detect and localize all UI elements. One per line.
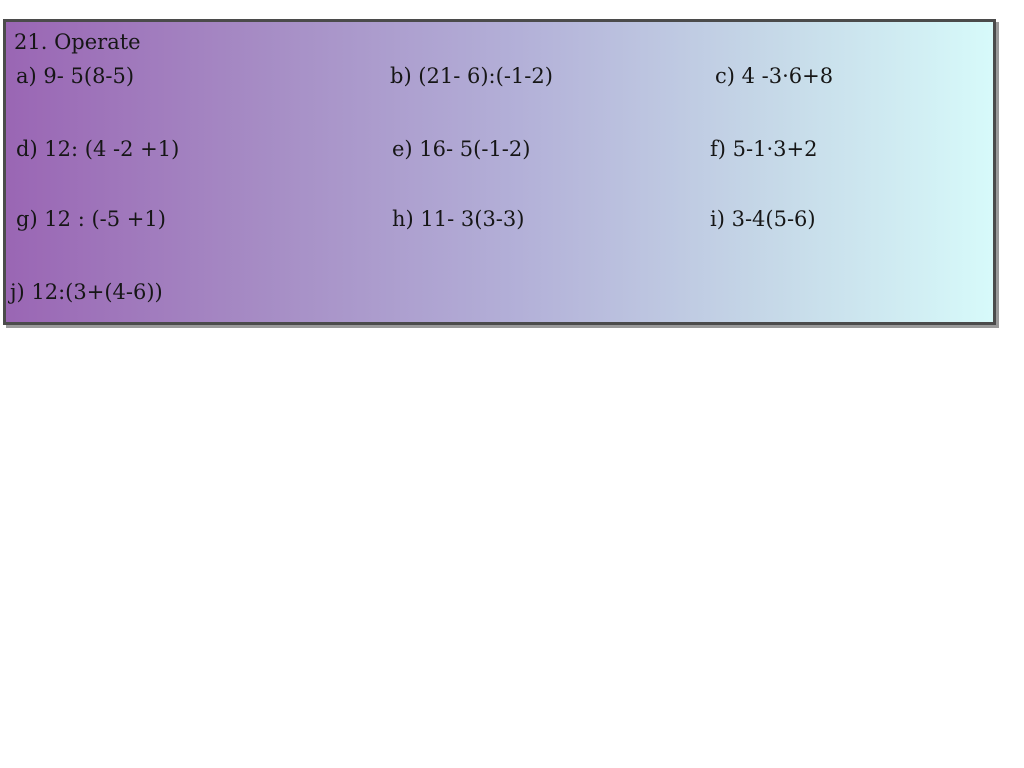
exercise-item-c: c) 4 -3·6+8 [715,64,834,88]
exercise-item-e: e) 16- 5(-1-2) [392,137,531,161]
exercise-title: 21. Operate [14,30,141,54]
exercise-box: 21. Operate a) 9- 5(8-5) b) (21- 6):(-1-… [3,19,996,325]
exercise-item-j: j) 12:(3+(4-6)) [10,280,163,304]
exercise-item-b: b) (21- 6):(-1-2) [390,64,553,88]
exercise-item-d: d) 12: (4 -2 +1) [16,137,180,161]
exercise-item-f: f) 5-1·3+2 [710,137,818,161]
exercise-item-a: a) 9- 5(8-5) [16,64,135,88]
exercise-item-h: h) 11- 3(3-3) [392,207,525,231]
exercise-item-g: g) 12 : (-5 +1) [16,207,166,231]
exercise-item-i: i) 3-4(5-6) [710,207,816,231]
